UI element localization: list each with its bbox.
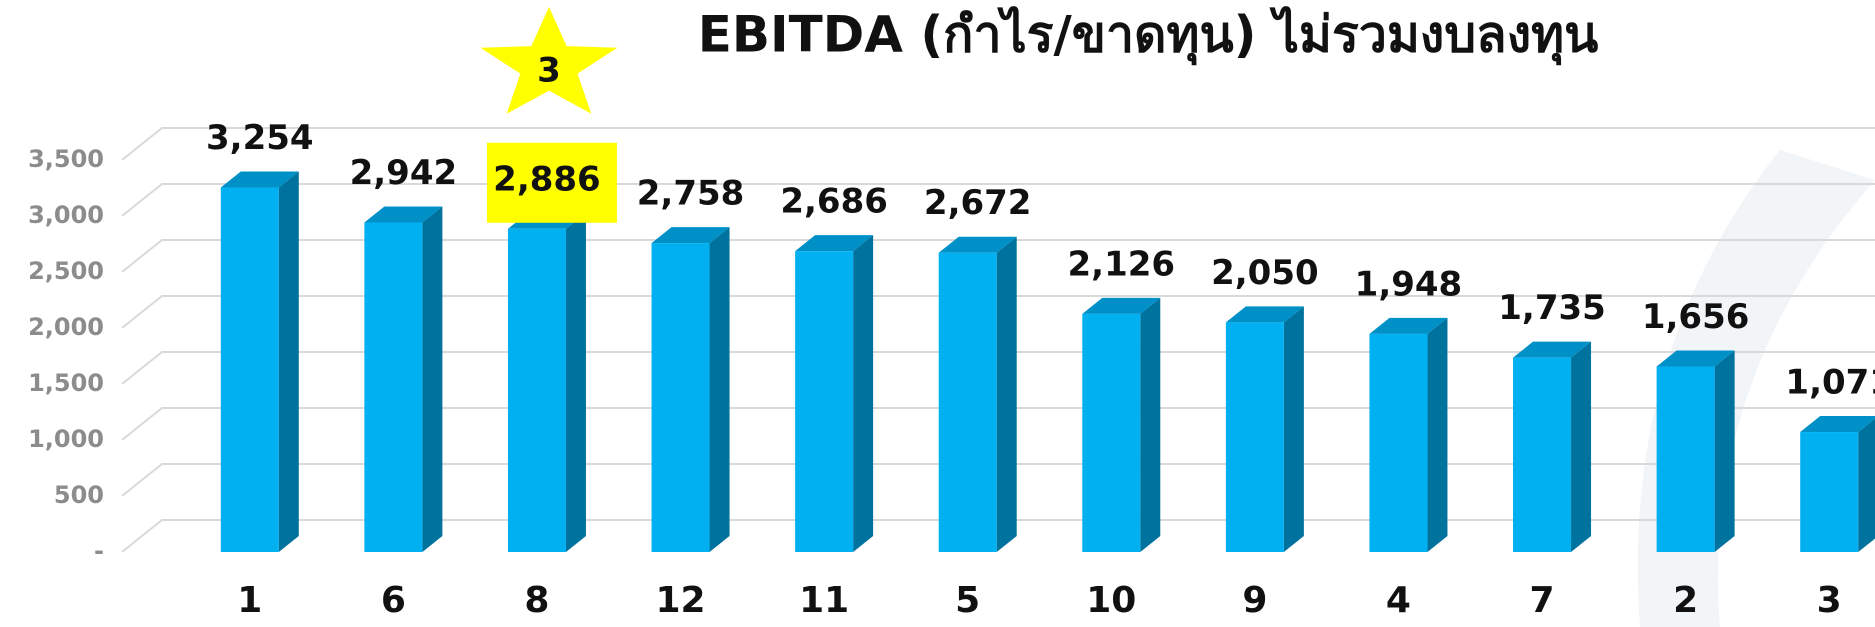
value-label: 1,071 [1785, 363, 1875, 403]
bar-side [1283, 306, 1304, 552]
bar-top [1656, 350, 1735, 367]
bar-side [1140, 297, 1161, 552]
x-tick-label: 4 [1386, 580, 1411, 621]
bar [1225, 322, 1284, 552]
grid-line [121, 519, 1875, 553]
bar-side [278, 171, 299, 552]
value-label: 2,126 [1068, 244, 1176, 284]
x-tick-label: 5 [955, 580, 980, 621]
grid-line [121, 295, 1875, 329]
bar [364, 222, 423, 552]
bar-side [1571, 341, 1592, 552]
bar-top [795, 235, 874, 252]
y-tick-label: 1,000 [28, 425, 104, 453]
x-tick-label: 10 [1086, 580, 1136, 621]
bar-top [1082, 297, 1161, 314]
bar-side [1427, 317, 1448, 552]
bar-top [364, 206, 443, 223]
grid-line [121, 407, 1875, 441]
x-tick-label: 9 [1242, 580, 1267, 621]
y-tick-label: 1,500 [28, 369, 104, 397]
bar-top [1800, 416, 1875, 433]
grid-line [121, 239, 1875, 273]
bar [651, 243, 710, 552]
bar-top [1369, 317, 1448, 334]
x-tick-label: 6 [381, 580, 406, 621]
grid-line [121, 351, 1875, 385]
bar-side [1858, 418, 1875, 552]
y-tick-label: 3,000 [28, 201, 104, 229]
bar-side [853, 235, 874, 552]
chart-title: EBITDA (กำไร/ขาดทุน) ไม่รวมงบลงทุน [698, 6, 1599, 66]
y-tick-label: - [94, 537, 104, 565]
bar-top [651, 227, 730, 244]
x-tick-label: 7 [1530, 580, 1555, 621]
bar [507, 228, 566, 552]
highlight-star [480, 7, 618, 114]
x-tick-label: 8 [524, 580, 549, 621]
bar [1082, 313, 1141, 552]
y-tick-label: 500 [54, 481, 104, 509]
x-tick-label: 11 [799, 580, 849, 621]
bar-side [1714, 350, 1735, 552]
y-tick-label: 2,500 [28, 257, 104, 285]
bar-top [1513, 341, 1592, 358]
bar [795, 251, 854, 552]
value-label: 2,686 [780, 182, 888, 222]
bar [220, 187, 279, 552]
bar-side [996, 236, 1017, 552]
grid-line [121, 183, 1875, 217]
value-label: 3,254 [206, 118, 314, 158]
bar-top [220, 171, 299, 188]
y-tick-label: 3,500 [28, 145, 104, 173]
x-tick-label: 3 [1817, 580, 1842, 621]
value-label: 1,735 [1498, 288, 1606, 328]
bar [1513, 357, 1572, 552]
bar [1656, 366, 1715, 552]
value-label: 2,758 [637, 174, 745, 214]
grid-line [121, 127, 1875, 161]
grid-line [121, 463, 1875, 497]
bar [1800, 432, 1859, 552]
highlight-box [486, 142, 617, 223]
bar-side [565, 212, 586, 552]
value-label: 2,942 [350, 153, 458, 193]
value-label: 1,948 [1355, 264, 1463, 304]
bar-top [938, 236, 1017, 253]
x-tick-label: 12 [655, 580, 705, 621]
bar [938, 252, 997, 552]
value-label: 2,050 [1211, 253, 1319, 293]
bar-side [422, 206, 443, 552]
value-label: 2,886 [493, 159, 601, 199]
x-tick-label: 2 [1673, 580, 1698, 621]
value-label: 2,672 [924, 183, 1032, 223]
value-label: 1,656 [1642, 297, 1750, 337]
x-tick-label: 1 [237, 580, 262, 621]
highlight-label: 3 [537, 51, 561, 91]
y-tick-label: 2,000 [28, 313, 104, 341]
bar [1369, 333, 1428, 552]
bar-top [1225, 306, 1304, 323]
bar-side [709, 227, 730, 552]
